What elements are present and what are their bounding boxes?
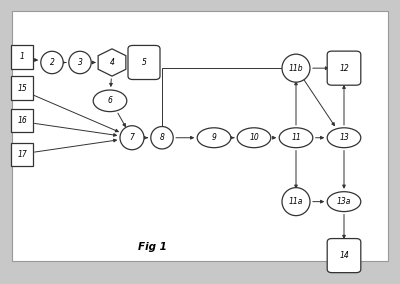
Ellipse shape [237,128,271,148]
Ellipse shape [120,126,144,150]
Ellipse shape [197,128,231,148]
Text: 17: 17 [17,150,27,159]
Text: 2: 2 [50,58,54,67]
Text: 3: 3 [78,58,82,67]
FancyBboxPatch shape [11,143,33,166]
Ellipse shape [151,127,173,149]
Text: 11: 11 [291,133,301,142]
Text: 12: 12 [339,64,349,73]
Text: 11b: 11b [289,64,303,73]
Polygon shape [98,49,126,76]
Text: 8: 8 [160,133,164,142]
FancyBboxPatch shape [11,109,33,132]
Ellipse shape [282,54,310,82]
FancyBboxPatch shape [11,45,33,69]
Text: 10: 10 [249,133,259,142]
Ellipse shape [69,51,91,74]
Text: 14: 14 [339,251,349,260]
FancyBboxPatch shape [128,45,160,80]
Text: 15: 15 [17,83,27,93]
Text: 1: 1 [20,52,24,61]
Text: 5: 5 [142,58,146,67]
Ellipse shape [41,51,63,74]
Ellipse shape [327,128,361,148]
Text: 13a: 13a [337,197,351,206]
Ellipse shape [282,188,310,216]
Text: 7: 7 [130,133,134,142]
Text: 6: 6 [108,96,112,105]
Ellipse shape [93,90,127,112]
FancyBboxPatch shape [327,239,361,273]
FancyBboxPatch shape [327,51,361,85]
Text: 16: 16 [17,116,27,125]
Text: 11a: 11a [289,197,303,206]
Text: 13: 13 [339,133,349,142]
Ellipse shape [279,128,313,148]
Text: Fig 1: Fig 1 [138,242,166,252]
Ellipse shape [327,192,361,212]
FancyBboxPatch shape [11,76,33,100]
Text: 9: 9 [212,133,216,142]
Text: 4: 4 [110,58,114,67]
